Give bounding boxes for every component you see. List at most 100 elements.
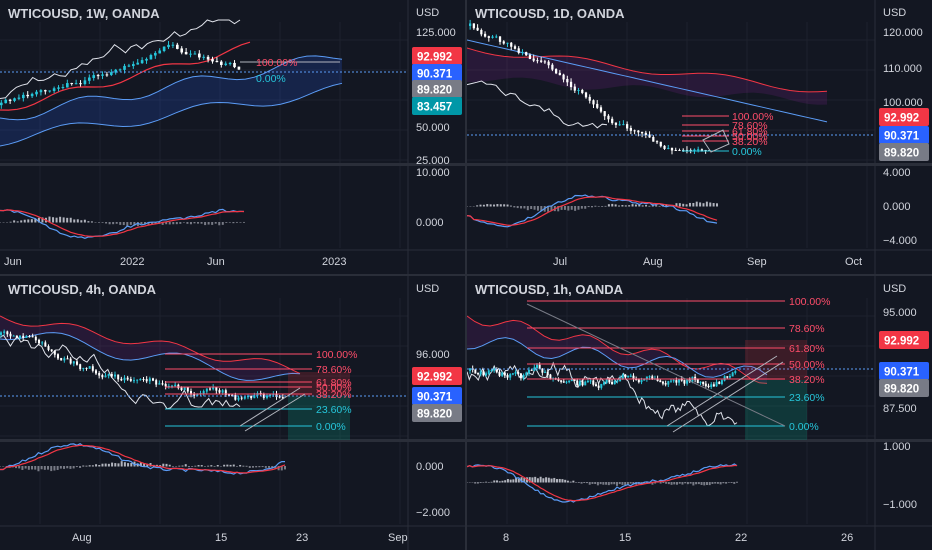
histogram-bar bbox=[15, 466, 18, 469]
time-tick-label: 15 bbox=[215, 532, 227, 544]
candle-body bbox=[30, 93, 34, 97]
candle-body bbox=[485, 373, 488, 376]
histogram-bar bbox=[211, 222, 214, 225]
signal-line bbox=[0, 444, 286, 474]
histogram-bar bbox=[550, 206, 553, 211]
time-tick-label: Jul bbox=[553, 256, 567, 268]
histogram-bar bbox=[624, 482, 627, 486]
candle-body bbox=[696, 379, 699, 384]
candle-body bbox=[215, 387, 218, 391]
candle-body bbox=[189, 53, 192, 55]
candle-body bbox=[101, 375, 104, 378]
histogram-bar bbox=[498, 481, 501, 483]
candle-body bbox=[83, 80, 87, 85]
candle-body bbox=[126, 377, 129, 380]
histogram-bar bbox=[112, 222, 115, 225]
histogram-bar bbox=[197, 222, 200, 224]
candle-body bbox=[611, 118, 614, 124]
candle-body bbox=[120, 378, 123, 381]
histogram-bar bbox=[243, 221, 245, 223]
candle-body bbox=[614, 122, 618, 125]
chart-panel-1h[interactable]: USD 95.000 87.500 1.000 −1.000 8 15 22 26 100.00%… bbox=[467, 276, 932, 550]
candle-body bbox=[123, 65, 126, 70]
fib-level-label: 0.00% bbox=[789, 421, 819, 433]
histogram-bar bbox=[168, 464, 171, 467]
chart-canvas-4h[interactable]: USD 96.000 0.000 −2.000 Aug 15 23 Sep 100.00% 78.… bbox=[0, 276, 465, 550]
histogram-bar bbox=[13, 220, 16, 223]
histogram-bar bbox=[567, 206, 570, 211]
candle-body bbox=[588, 96, 591, 101]
candle-body bbox=[519, 373, 522, 379]
candle-body bbox=[543, 61, 547, 63]
histogram-bar bbox=[686, 482, 689, 485]
candle-body bbox=[586, 380, 589, 383]
histogram-bar bbox=[689, 482, 692, 484]
histogram-bar bbox=[105, 222, 108, 224]
chart-canvas-daily[interactable]: USD 120.000 110.000 100.000 4.000 0.000 −4.000… bbox=[467, 0, 932, 274]
candle-body bbox=[675, 380, 678, 383]
candle-body bbox=[522, 374, 525, 379]
histogram-bar bbox=[634, 204, 637, 207]
histogram-bar bbox=[23, 219, 26, 223]
fib-level-label: 100.00% bbox=[316, 349, 357, 361]
histogram-bar bbox=[699, 202, 702, 207]
histogram-bar bbox=[223, 464, 226, 467]
histogram-bar bbox=[643, 482, 646, 485]
histogram-bar bbox=[182, 222, 185, 223]
chart-canvas-1h[interactable]: USD 95.000 87.500 1.000 −1.000 8 15 22 26 100.00%… bbox=[467, 276, 932, 550]
candle-body bbox=[605, 379, 608, 383]
candle-body bbox=[154, 52, 157, 56]
candle-body bbox=[674, 150, 677, 151]
histogram-bar bbox=[200, 222, 203, 224]
histogram-bar bbox=[235, 466, 238, 467]
layout-divider-horizontal[interactable] bbox=[0, 274, 932, 276]
histogram-bar bbox=[673, 482, 676, 485]
histogram-bar bbox=[37, 466, 40, 472]
histogram-bar bbox=[730, 482, 733, 483]
price-tick-label: 120.000 bbox=[883, 27, 923, 39]
chart-panel-daily[interactable]: USD 120.000 110.000 100.000 4.000 0.000 −4.000… bbox=[467, 0, 932, 274]
fib-level-label: 100.00% bbox=[789, 296, 830, 308]
histogram-bar bbox=[605, 482, 608, 485]
histogram-bar bbox=[271, 466, 274, 468]
candle-body bbox=[577, 89, 580, 91]
candle-body bbox=[603, 111, 606, 117]
candle-body bbox=[180, 48, 184, 53]
candle-body bbox=[525, 52, 528, 56]
candle-body bbox=[720, 380, 723, 385]
histogram-bar bbox=[621, 482, 624, 485]
candle-body bbox=[243, 396, 246, 399]
fib-level-label: 0.00% bbox=[732, 146, 762, 158]
histogram-bar bbox=[66, 466, 69, 469]
histogram-bar bbox=[629, 482, 632, 484]
candle-body bbox=[661, 381, 664, 384]
candle-body bbox=[592, 380, 595, 385]
time-tick-label: Jun bbox=[207, 256, 225, 268]
chart-panel-4h[interactable]: USD 96.000 0.000 −2.000 Aug 15 23 Sep 100.00% 78.… bbox=[0, 276, 465, 550]
candle-body bbox=[253, 395, 256, 399]
signal-line bbox=[0, 209, 244, 237]
histogram-bar bbox=[493, 204, 496, 207]
candle-body bbox=[581, 381, 584, 386]
candle-body bbox=[44, 342, 47, 347]
candle-body bbox=[659, 380, 662, 383]
candle-body bbox=[211, 59, 214, 62]
histogram-bar bbox=[48, 216, 51, 223]
candle-body bbox=[234, 395, 237, 400]
histogram-bar bbox=[242, 465, 245, 467]
candle-body bbox=[683, 380, 686, 384]
candle-body bbox=[726, 376, 729, 378]
histogram-bar bbox=[577, 206, 580, 210]
candle-body bbox=[118, 69, 122, 71]
candle-body bbox=[568, 380, 571, 383]
histogram-bar bbox=[716, 482, 719, 484]
candle-body bbox=[275, 393, 278, 398]
candle-body bbox=[629, 128, 632, 131]
histogram-bar bbox=[95, 464, 98, 467]
candle-body bbox=[174, 384, 177, 387]
chart-panel-weekly[interactable]: USD 125.000 50.000 25.000 10.000 0.000 Jun 2022… bbox=[0, 0, 465, 274]
histogram-bar bbox=[83, 219, 86, 223]
price-badge-blue bbox=[879, 362, 929, 380]
candle-body bbox=[506, 375, 509, 378]
